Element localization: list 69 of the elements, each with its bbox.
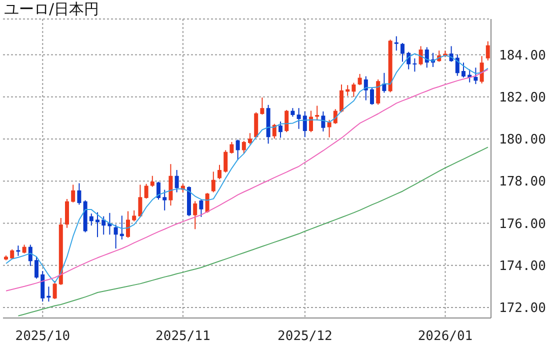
candlestick (364, 76, 368, 101)
candlestick (162, 189, 167, 211)
candlestick (418, 46, 423, 66)
candlestick (412, 58, 417, 72)
candlestick (65, 198, 69, 228)
candlestick (358, 73, 362, 86)
candlestick (272, 123, 276, 140)
candlestick (193, 200, 198, 230)
x-tick-label: 2025/11 (156, 329, 210, 344)
candlestick (321, 110, 326, 132)
candlestick (340, 84, 344, 113)
candlestick (242, 140, 246, 154)
candlestick (376, 78, 380, 106)
candlestick (150, 175, 154, 188)
candlestick (480, 56, 484, 84)
candlestick (474, 67, 478, 85)
y-tick-label: 176.00 (499, 216, 546, 232)
candlestick (132, 210, 136, 222)
candlestick (462, 62, 466, 78)
candlestick (352, 82, 356, 98)
candlestick (174, 169, 179, 193)
candlestick (211, 171, 216, 193)
candlestick (327, 119, 332, 138)
candlestick (309, 110, 313, 133)
candlestick (40, 270, 45, 302)
y-tick-label: 174.00 (499, 258, 546, 274)
candlestick (156, 181, 160, 200)
candlestick (400, 42, 404, 62)
candlestick (284, 109, 289, 133)
candlestick (34, 256, 38, 280)
candlestick (77, 182, 82, 206)
candlestick (144, 183, 148, 200)
candlestick (278, 121, 282, 138)
x-tick-label: 2026/01 (418, 329, 473, 344)
candlestick (455, 54, 460, 76)
y-tick-label: 184.00 (499, 48, 546, 64)
candlestick (394, 36, 398, 52)
candlestick (424, 46, 429, 68)
candlestick (89, 213, 94, 226)
y-tick-label: 182.00 (499, 90, 546, 106)
candlestick (260, 97, 264, 116)
candlestick (230, 141, 234, 154)
candlestick (138, 184, 142, 218)
candlestick (71, 184, 76, 203)
candlestick (114, 224, 118, 250)
candlestick (28, 244, 32, 266)
candlestick (126, 210, 130, 238)
candlestick (16, 245, 20, 256)
candlestick (96, 212, 100, 238)
candlestick (224, 150, 228, 173)
candlestick (205, 192, 210, 214)
y-tick-label: 178.00 (499, 174, 546, 190)
candlestick (302, 110, 307, 138)
candlestick (486, 40, 490, 61)
candlestick (296, 108, 301, 130)
candlestick (218, 164, 222, 180)
candlestick (370, 87, 374, 106)
candlestick (102, 216, 106, 236)
x-tick-label: 2025/12 (278, 329, 332, 344)
x-tick-label: 2025/10 (15, 329, 70, 344)
candlestick (248, 132, 252, 145)
y-tick-label: 172.00 (499, 301, 546, 316)
candlestick (236, 139, 240, 161)
chart-title: ユーロ/日本円 (4, 0, 100, 19)
y-tick-label: 180.00 (499, 132, 546, 148)
line-series (18, 146, 488, 316)
candlestick (52, 280, 57, 300)
candlestick (382, 72, 386, 94)
candlestick (199, 198, 204, 218)
